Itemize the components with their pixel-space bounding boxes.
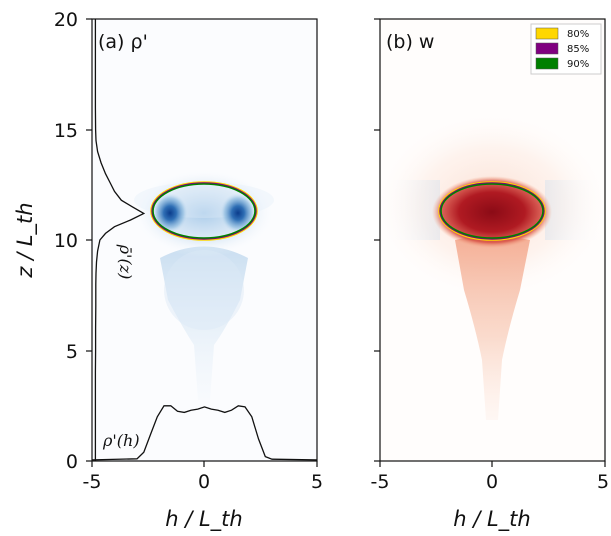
y-tick-label: 0 [66,451,78,473]
contour-90 [152,183,256,239]
panel-a-contours [150,181,258,241]
legend-label-85: 85% [567,44,589,55]
legend: 80% 85% 90% [530,23,602,75]
contour-85 [439,182,545,240]
profile-z-label: ρ̄'(z) [116,244,135,280]
contour-85 [151,182,257,240]
panel-b-contours [438,181,546,241]
x-tick-label: 0 [486,471,498,493]
x-tick-label: -5 [371,471,390,493]
profile-z-line [94,19,146,461]
x-axis-title-b: h / L_th [453,507,530,532]
tick-marks [86,18,606,467]
x-tick-label: 5 [311,471,323,493]
panel-label-a: (a) ρ' [98,31,148,53]
profile-h-label: ρ'(h) [102,431,140,450]
contour-80 [438,181,546,241]
x-tick-label: 0 [198,471,210,493]
x-tick-label: 5 [597,471,609,493]
y-tick-label: 20 [54,9,78,31]
legend-label-90: 90% [567,59,589,70]
x-tick-label: -5 [83,471,102,493]
y-tick-label: 15 [54,120,78,142]
y-axis-title: z / L_th [13,202,38,278]
legend-swatch-85 [535,42,559,55]
panel-label-b: (b) w [386,31,434,53]
legend-label-80: 80% [567,29,589,40]
x-axis-title-a: h / L_th [165,507,242,532]
contour-80 [150,181,258,241]
y-tick-label: 5 [66,341,78,363]
legend-swatch-90 [535,57,559,70]
y-tick-label: 10 [54,230,78,252]
contour-90 [440,183,544,239]
legend-swatch-80 [535,27,559,40]
profile-h-line [91,405,318,461]
